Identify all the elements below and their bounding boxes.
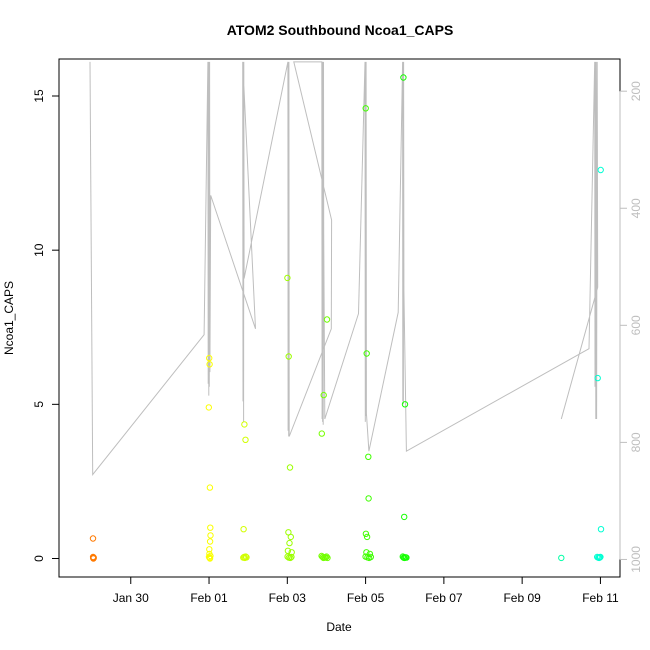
data-point bbox=[597, 166, 604, 174]
data-point bbox=[365, 495, 372, 502]
data-point bbox=[324, 554, 331, 562]
data-point bbox=[206, 484, 214, 491]
data-point bbox=[243, 554, 250, 561]
y2-tick-label: 400 bbox=[629, 198, 643, 218]
data-point bbox=[207, 532, 214, 539]
x-tick-label: Jan 30 bbox=[113, 591, 149, 605]
depth-line-layer bbox=[89, 61, 599, 477]
data-point bbox=[287, 554, 294, 562]
data-point bbox=[206, 361, 213, 368]
data-point bbox=[240, 526, 247, 533]
y-axis-label: Ncoa1_CAPS bbox=[2, 281, 16, 355]
y2-tick-label: 600 bbox=[629, 315, 643, 335]
y2-tick-label: 1000 bbox=[629, 546, 643, 573]
x-tick-label: Feb 11 bbox=[582, 591, 619, 605]
data-point bbox=[288, 553, 295, 561]
data-point bbox=[90, 554, 97, 561]
data-point bbox=[288, 549, 295, 556]
data-point bbox=[400, 74, 407, 81]
data-point bbox=[365, 453, 372, 460]
x-tick-label: Feb 09 bbox=[503, 591, 541, 605]
data-point bbox=[401, 401, 409, 408]
data-point bbox=[284, 274, 291, 282]
y2-tick-label: 800 bbox=[629, 432, 643, 452]
y-tick-label: 15 bbox=[32, 89, 46, 103]
data-point bbox=[205, 404, 213, 411]
x-axis-label: Date bbox=[326, 620, 352, 634]
chart-title: ATOM2 Southbound Ncoa1_CAPS bbox=[227, 22, 454, 38]
data-point bbox=[597, 526, 605, 533]
data-point bbox=[401, 513, 408, 521]
data-point bbox=[89, 535, 97, 542]
data-point bbox=[285, 353, 292, 360]
data-point bbox=[595, 554, 603, 562]
data-point bbox=[242, 553, 249, 560]
data-point bbox=[323, 553, 330, 560]
data-point bbox=[594, 374, 601, 382]
data-point bbox=[363, 533, 371, 541]
data-point bbox=[323, 316, 331, 323]
data-point bbox=[206, 546, 213, 553]
x-axis: Jan 30 Feb 01 Feb 03 Feb 05 Feb 07 Feb 09 Feb … bbox=[113, 576, 619, 605]
data-point bbox=[403, 554, 410, 561]
x-tick-label: Feb 07 bbox=[425, 591, 463, 605]
data-point bbox=[206, 555, 214, 562]
data-point bbox=[287, 533, 294, 541]
points-layer bbox=[89, 74, 605, 562]
data-point bbox=[286, 464, 294, 471]
x-tick-label: Feb 05 bbox=[347, 591, 385, 605]
data-point bbox=[242, 436, 249, 443]
data-point bbox=[320, 391, 327, 399]
data-point bbox=[241, 421, 248, 428]
y-tick-label: 10 bbox=[32, 243, 46, 257]
data-point bbox=[318, 430, 325, 437]
plot-frame bbox=[58, 58, 621, 578]
data-point bbox=[597, 553, 604, 561]
x-tick-label: Feb 01 bbox=[190, 591, 228, 605]
data-point bbox=[367, 553, 374, 561]
data-point bbox=[205, 553, 213, 561]
data-point bbox=[362, 105, 369, 112]
data-point bbox=[399, 553, 406, 560]
depth-line bbox=[89, 61, 599, 477]
x-tick-label: Feb 03 bbox=[269, 591, 307, 605]
y-axis-right: 200 400 600 800 1000 bbox=[619, 81, 643, 573]
data-point bbox=[206, 354, 213, 362]
data-point bbox=[207, 552, 214, 560]
data-point bbox=[558, 554, 565, 562]
data-point bbox=[286, 539, 293, 547]
data-point bbox=[362, 530, 370, 537]
data-point bbox=[207, 524, 214, 531]
y2-tick-label: 200 bbox=[629, 81, 643, 101]
y-axis-left: 0 5 10 15 bbox=[32, 89, 60, 562]
data-point bbox=[206, 538, 214, 545]
y-tick-label: 0 bbox=[32, 555, 46, 562]
y-tick-label: 5 bbox=[32, 401, 46, 408]
data-point bbox=[363, 350, 370, 357]
